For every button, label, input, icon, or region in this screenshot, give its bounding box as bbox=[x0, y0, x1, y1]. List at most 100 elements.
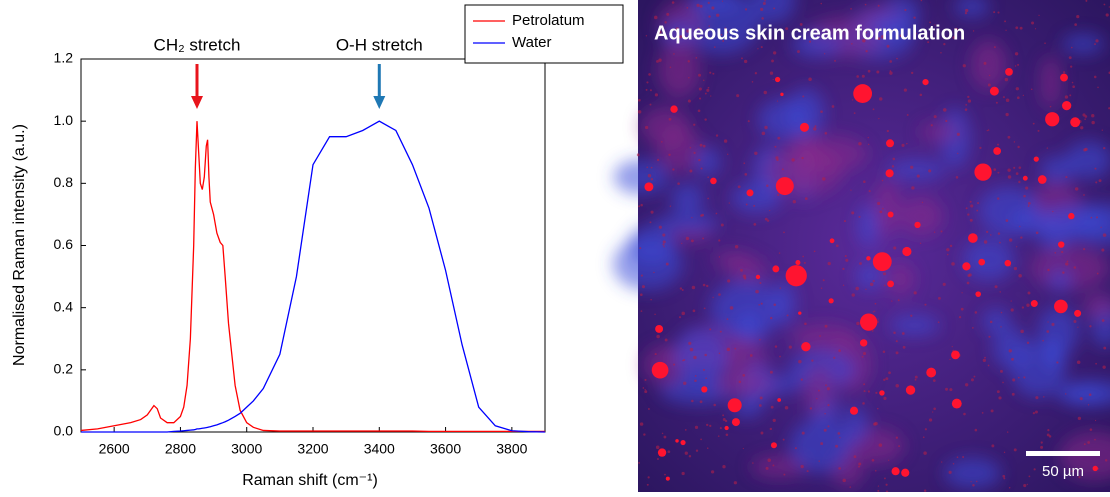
speckle bbox=[1080, 126, 1084, 130]
texture-blob bbox=[1082, 293, 1110, 320]
speckle bbox=[916, 174, 920, 178]
texture-blob bbox=[886, 262, 915, 296]
speckle bbox=[765, 466, 769, 470]
speckle bbox=[924, 303, 927, 306]
speckle bbox=[877, 37, 881, 40]
speckle bbox=[1065, 393, 1067, 395]
speckle bbox=[867, 143, 870, 146]
speckle bbox=[966, 281, 970, 285]
speckle bbox=[1089, 428, 1093, 431]
speckle bbox=[689, 147, 692, 149]
speckle bbox=[816, 398, 818, 400]
speckle bbox=[741, 57, 743, 60]
speckle bbox=[784, 405, 789, 410]
speckle bbox=[770, 405, 774, 409]
texture-blob bbox=[962, 238, 1015, 281]
texture-blob bbox=[613, 159, 669, 195]
speckle bbox=[742, 447, 744, 450]
droplet bbox=[962, 262, 971, 271]
speckle bbox=[745, 203, 748, 206]
speckle bbox=[640, 274, 643, 277]
speckle bbox=[977, 202, 980, 205]
speckle bbox=[982, 358, 986, 362]
speckle bbox=[983, 240, 988, 244]
speckle bbox=[1101, 129, 1103, 131]
speckle bbox=[955, 176, 959, 179]
speckle bbox=[759, 396, 763, 400]
droplet bbox=[675, 439, 679, 443]
speckle bbox=[827, 425, 830, 428]
speckle bbox=[687, 99, 691, 103]
speckle bbox=[928, 418, 933, 422]
speckle bbox=[706, 88, 710, 92]
droplet bbox=[665, 476, 670, 481]
speckle bbox=[1047, 321, 1049, 323]
droplet bbox=[670, 105, 678, 113]
speckle bbox=[997, 171, 1000, 174]
speckle bbox=[656, 158, 660, 162]
speckle bbox=[808, 40, 812, 43]
speckle bbox=[760, 302, 763, 305]
speckle bbox=[970, 481, 972, 483]
speckle bbox=[996, 197, 1000, 200]
speckle bbox=[658, 58, 662, 62]
speckle bbox=[1013, 266, 1018, 271]
speckle bbox=[697, 27, 700, 30]
speckle bbox=[641, 285, 646, 289]
speckle bbox=[663, 435, 667, 439]
x-tick-label: 2600 bbox=[99, 441, 130, 457]
speckle bbox=[914, 378, 917, 381]
speckle bbox=[783, 473, 786, 476]
speckle bbox=[669, 205, 672, 207]
speckle bbox=[1046, 147, 1049, 149]
speckle bbox=[862, 351, 867, 356]
speckle bbox=[940, 230, 943, 233]
texture-blob bbox=[686, 0, 745, 11]
speckle bbox=[833, 356, 836, 359]
speckle bbox=[718, 293, 721, 296]
speckle bbox=[1096, 216, 1099, 219]
speckle bbox=[679, 35, 683, 39]
speckle bbox=[874, 421, 878, 426]
speckle bbox=[771, 59, 774, 63]
texture-blob bbox=[798, 135, 868, 172]
x-tick-label: 3200 bbox=[297, 441, 328, 457]
speckle bbox=[660, 140, 663, 143]
speckle bbox=[713, 403, 716, 407]
droplet bbox=[891, 467, 900, 476]
droplet bbox=[1030, 300, 1038, 308]
texture-blob bbox=[944, 457, 1001, 489]
speckle bbox=[928, 169, 932, 173]
droplet bbox=[993, 147, 1001, 155]
speckle bbox=[1007, 175, 1012, 179]
speckle bbox=[646, 81, 649, 84]
texture-blob bbox=[748, 0, 796, 24]
speckle bbox=[967, 95, 970, 99]
speckle bbox=[666, 12, 670, 16]
speckle bbox=[657, 30, 662, 34]
speckle bbox=[868, 190, 871, 193]
speckle bbox=[1018, 166, 1022, 169]
speckle bbox=[1070, 46, 1073, 49]
speckle bbox=[1101, 319, 1105, 322]
speckle bbox=[943, 43, 946, 46]
speckle bbox=[804, 197, 808, 201]
speckle bbox=[814, 125, 817, 128]
texture-blob bbox=[670, 182, 705, 216]
speckle bbox=[701, 213, 704, 217]
speckle bbox=[990, 234, 992, 236]
speckle bbox=[967, 274, 971, 277]
speckle bbox=[895, 436, 899, 439]
speckle bbox=[761, 17, 764, 20]
speckle bbox=[638, 205, 641, 208]
speckle bbox=[872, 311, 874, 313]
speckle bbox=[952, 36, 956, 39]
speckle bbox=[724, 27, 727, 30]
speckle bbox=[721, 0, 724, 2]
speckle bbox=[820, 2, 823, 5]
speckle bbox=[683, 381, 687, 385]
speckle bbox=[773, 303, 777, 307]
speckle bbox=[993, 168, 997, 171]
speckle bbox=[989, 320, 993, 324]
speckle bbox=[760, 45, 763, 49]
